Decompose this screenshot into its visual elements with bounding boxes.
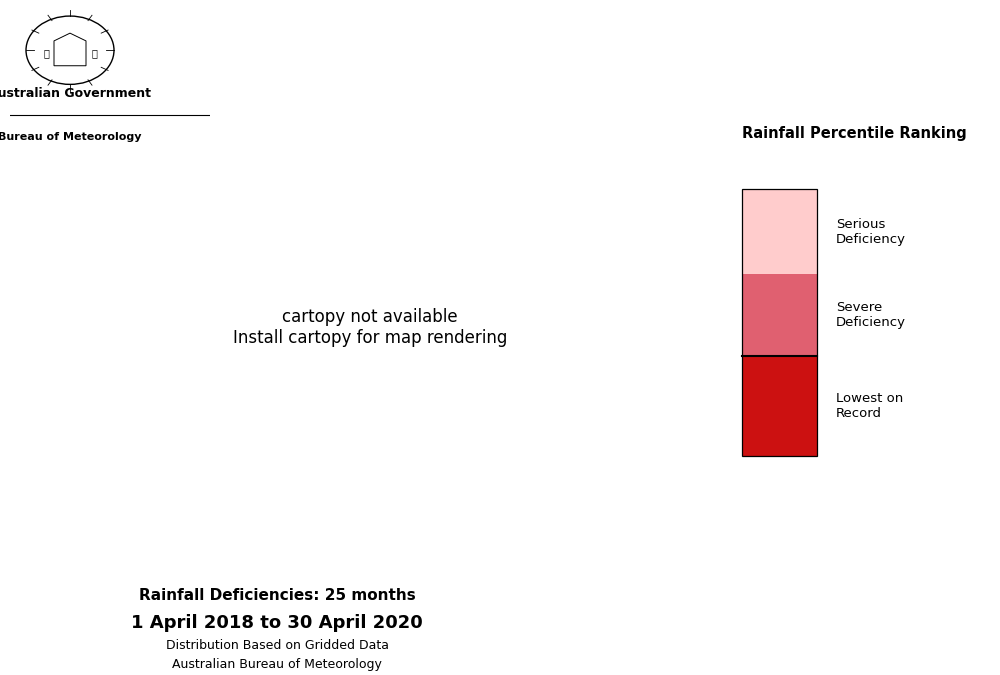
Text: Australian Government: Australian Government — [0, 87, 152, 100]
Text: 🦤: 🦤 — [91, 49, 97, 58]
Bar — [742, 189, 817, 274]
Text: Lowest on
Record: Lowest on Record — [836, 392, 903, 420]
Text: 🦘: 🦘 — [43, 49, 49, 58]
Bar — [742, 189, 817, 456]
Text: Rainfall Percentile Ranking: Rainfall Percentile Ranking — [742, 126, 966, 141]
Text: 1 April 2018 to 30 April 2020: 1 April 2018 to 30 April 2020 — [131, 614, 423, 632]
Text: Bureau of Meteorology: Bureau of Meteorology — [0, 132, 142, 142]
Text: Australian Bureau of Meteorology: Australian Bureau of Meteorology — [172, 658, 382, 671]
Bar — [742, 356, 817, 456]
Text: Severe
Deficiency: Severe Deficiency — [836, 301, 906, 329]
Text: cartopy not available
Install cartopy for map rendering: cartopy not available Install cartopy fo… — [233, 308, 507, 347]
Bar — [742, 274, 817, 356]
Text: Distribution Based on Gridded Data: Distribution Based on Gridded Data — [166, 639, 388, 652]
Text: Rainfall Deficiencies: 25 months: Rainfall Deficiencies: 25 months — [139, 588, 415, 603]
Text: Serious
Deficiency: Serious Deficiency — [836, 218, 906, 246]
